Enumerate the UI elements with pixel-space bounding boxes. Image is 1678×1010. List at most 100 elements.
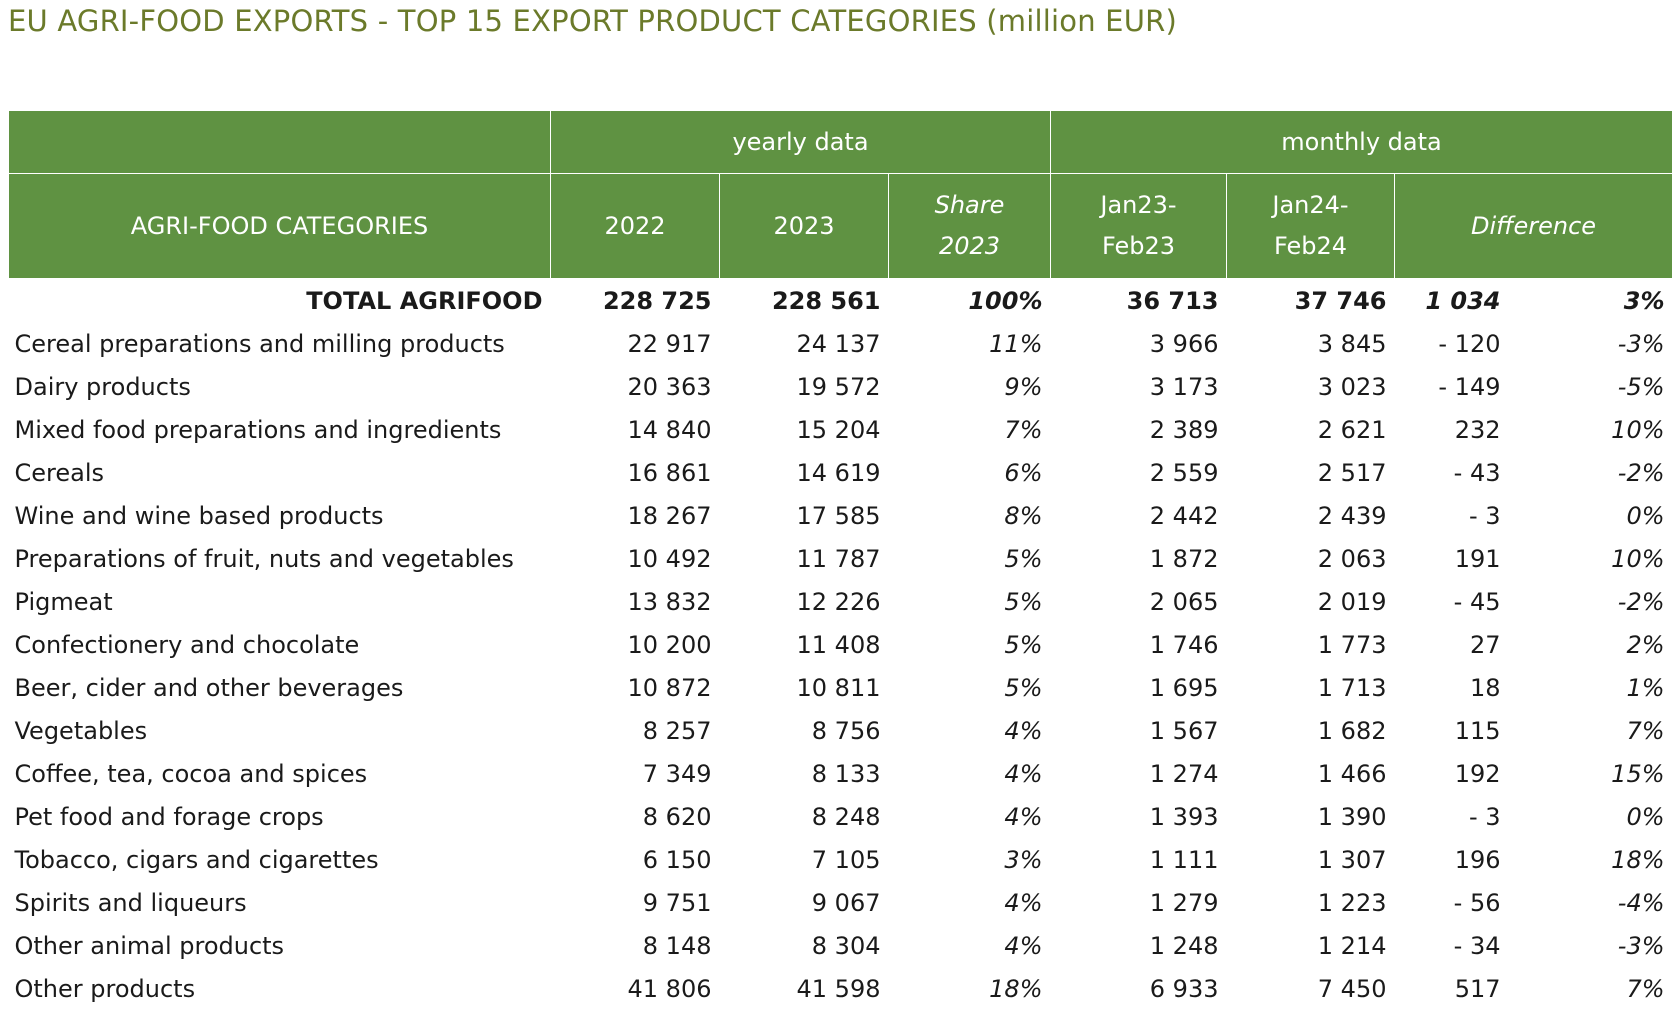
cell-difference: 517 <box>1395 967 1533 1010</box>
cell-category: Mixed food preparations and ingredients <box>9 408 551 451</box>
cell-share-2023: 5% <box>889 580 1051 623</box>
cell-2022: 9 751 <box>551 881 720 924</box>
cell-share-2023: 18% <box>889 967 1051 1010</box>
cell-2023: 14 619 <box>720 451 889 494</box>
cell-category: Confectionery and chocolate <box>9 623 551 666</box>
total-2023: 228 561 <box>720 279 889 323</box>
cell-2023: 41 598 <box>720 967 889 1010</box>
cell-jan24-feb24: 1 307 <box>1227 838 1395 881</box>
cell-category: Cereal preparations and milling products <box>9 322 551 365</box>
total-row: TOTAL AGRIFOOD 228 725 228 561 100% 36 7… <box>9 279 1673 323</box>
cell-2023: 11 787 <box>720 537 889 580</box>
cell-difference: - 34 <box>1395 924 1533 967</box>
total-jan24-feb24: 37 746 <box>1227 279 1395 323</box>
cell-share-2023: 4% <box>889 924 1051 967</box>
cell-2023: 10 811 <box>720 666 889 709</box>
cell-difference-pct: -5% <box>1533 365 1673 408</box>
cell-category: Other products <box>9 967 551 1010</box>
cell-share-2023: 4% <box>889 709 1051 752</box>
cell-2022: 10 492 <box>551 537 720 580</box>
total-difference-pct: 3% <box>1533 279 1673 323</box>
cell-2022: 10 872 <box>551 666 720 709</box>
cell-jan24-feb24: 1 214 <box>1227 924 1395 967</box>
cell-difference-pct: 10% <box>1533 537 1673 580</box>
cell-difference-pct: 0% <box>1533 494 1673 537</box>
table-row: Cereal preparations and milling products… <box>9 322 1673 365</box>
header-blank-cell <box>9 111 551 174</box>
cell-difference-pct: 0% <box>1533 795 1673 838</box>
cell-difference: - 3 <box>1395 494 1533 537</box>
cell-2023: 9 067 <box>720 881 889 924</box>
cell-category: Other animal products <box>9 924 551 967</box>
cell-difference: 196 <box>1395 838 1533 881</box>
cell-jan23-feb23: 2 065 <box>1051 580 1227 623</box>
cell-category: Preparations of fruit, nuts and vegetabl… <box>9 537 551 580</box>
cell-jan24-feb24: 1 390 <box>1227 795 1395 838</box>
cell-2023: 15 204 <box>720 408 889 451</box>
cell-jan23-feb23: 2 559 <box>1051 451 1227 494</box>
header-monthly-data: monthly data <box>1051 111 1673 174</box>
cell-difference: - 56 <box>1395 881 1533 924</box>
cell-category: Pet food and forage crops <box>9 795 551 838</box>
cell-share-2023: 11% <box>889 322 1051 365</box>
header-2023: 2023 <box>720 174 889 279</box>
cell-2023: 24 137 <box>720 322 889 365</box>
header-jan24-line2: Feb24 <box>1274 232 1347 260</box>
cell-2023: 12 226 <box>720 580 889 623</box>
cell-jan24-feb24: 1 223 <box>1227 881 1395 924</box>
cell-jan24-feb24: 1 466 <box>1227 752 1395 795</box>
cell-category: Beer, cider and other beverages <box>9 666 551 709</box>
cell-category: Wine and wine based products <box>9 494 551 537</box>
cell-difference: 18 <box>1395 666 1533 709</box>
header-yearly-data: yearly data <box>551 111 1051 174</box>
cell-category: Cereals <box>9 451 551 494</box>
cell-category: Spirits and liqueurs <box>9 881 551 924</box>
cell-category: Coffee, tea, cocoa and spices <box>9 752 551 795</box>
cell-difference-pct: 18% <box>1533 838 1673 881</box>
cell-difference-pct: 7% <box>1533 967 1673 1010</box>
cell-2022: 6 150 <box>551 838 720 881</box>
cell-2023: 8 304 <box>720 924 889 967</box>
cell-jan23-feb23: 1 695 <box>1051 666 1227 709</box>
header-difference: Difference <box>1395 174 1673 279</box>
cell-jan23-feb23: 3 173 <box>1051 365 1227 408</box>
header-jan23-line2: Feb23 <box>1102 232 1175 260</box>
total-share: 100% <box>889 279 1051 323</box>
cell-jan24-feb24: 1 682 <box>1227 709 1395 752</box>
cell-2023: 17 585 <box>720 494 889 537</box>
cell-jan23-feb23: 1 111 <box>1051 838 1227 881</box>
cell-jan24-feb24: 7 450 <box>1227 967 1395 1010</box>
cell-category: Pigmeat <box>9 580 551 623</box>
cell-difference-pct: -3% <box>1533 924 1673 967</box>
cell-difference: 115 <box>1395 709 1533 752</box>
header-jan23-feb23: Jan23- Feb23 <box>1051 174 1227 279</box>
cell-difference: - 120 <box>1395 322 1533 365</box>
total-category: TOTAL AGRIFOOD <box>9 279 551 323</box>
page-title: EU AGRI-FOOD EXPORTS - TOP 15 EXPORT PRO… <box>8 4 1177 38</box>
cell-share-2023: 6% <box>889 451 1051 494</box>
cell-difference-pct: -3% <box>1533 322 1673 365</box>
cell-2022: 14 840 <box>551 408 720 451</box>
total-difference: 1 034 <box>1395 279 1533 323</box>
cell-2023: 8 133 <box>720 752 889 795</box>
cell-difference-pct: 1% <box>1533 666 1673 709</box>
cell-difference: - 149 <box>1395 365 1533 408</box>
cell-difference: 27 <box>1395 623 1533 666</box>
cell-share-2023: 5% <box>889 666 1051 709</box>
cell-jan24-feb24: 2 439 <box>1227 494 1395 537</box>
total-2022: 228 725 <box>551 279 720 323</box>
cell-2022: 22 917 <box>551 322 720 365</box>
header-jan23-line1: Jan23- <box>1100 191 1176 219</box>
cell-jan24-feb24: 1 713 <box>1227 666 1395 709</box>
